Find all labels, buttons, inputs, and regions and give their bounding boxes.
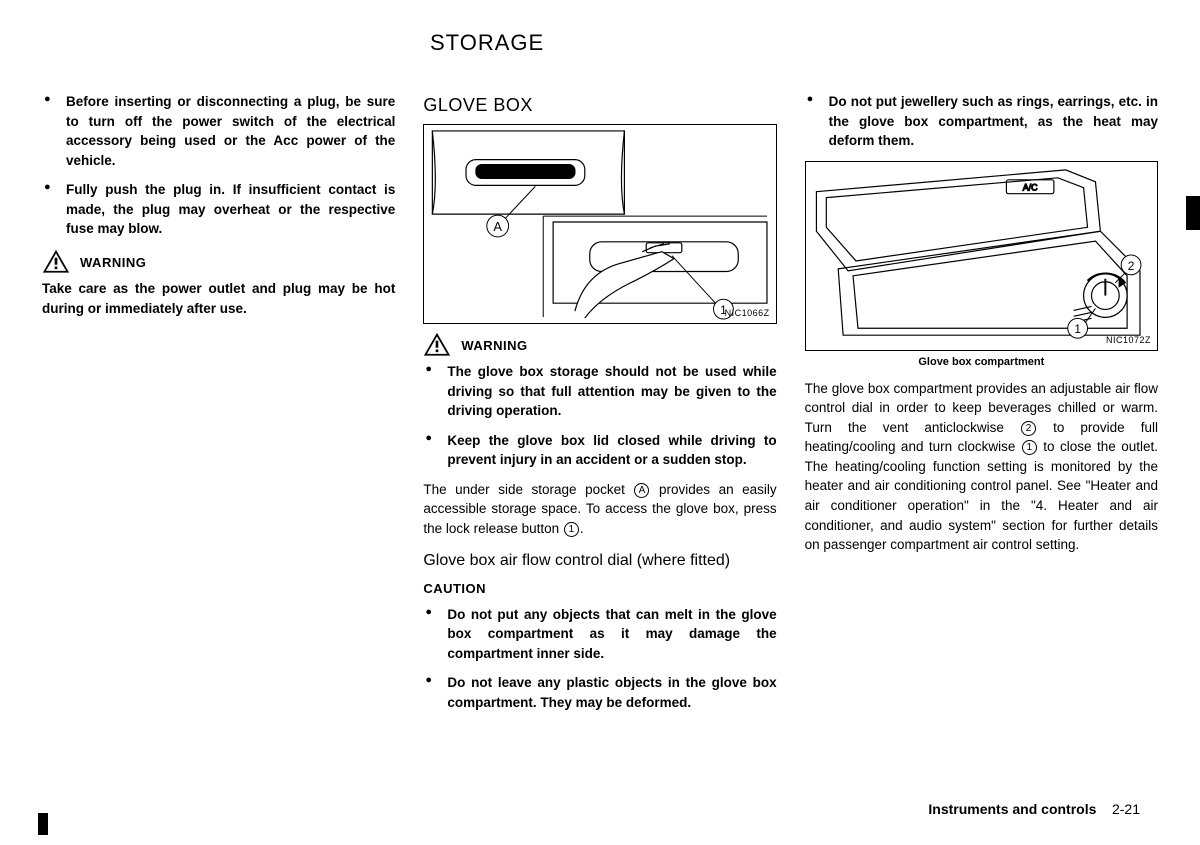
column-3: Do not put jewellery such as rings, earr… — [805, 92, 1158, 722]
svg-text:A: A — [494, 219, 503, 234]
airflow-subheading: Glove box air flow control dial (where f… — [423, 549, 776, 572]
footer-page: 2-21 — [1112, 801, 1140, 817]
warning-label: WARNING — [461, 337, 527, 356]
glovebox-para: The under side storage pocket A provides… — [423, 480, 776, 539]
bullet-item: Do not put any objects that can melt in … — [423, 605, 776, 664]
callout-1: 1 — [1022, 440, 1037, 455]
figure-caption: Glove box compartment — [805, 355, 1158, 371]
bullet-item: Keep the glove box lid closed while driv… — [423, 431, 776, 470]
caution-label: CAUTION — [423, 580, 776, 599]
col3-top-bullet: Do not put jewellery such as rings, earr… — [805, 92, 1158, 151]
col2-caution-bullets: Do not put any objects that can melt in … — [423, 605, 776, 713]
svg-text:1: 1 — [1074, 322, 1081, 336]
figure-code: NIC1066Z — [725, 307, 770, 320]
text-run: to close the outlet. The heating/cooling… — [805, 439, 1158, 552]
warning-icon — [42, 249, 70, 273]
column-2: GLOVE BOX A — [423, 92, 776, 722]
compartment-figure: A/C 2 — [805, 161, 1158, 351]
warning-text: Take care as the power outlet and plug m… — [42, 279, 395, 318]
callout-1: 1 — [564, 522, 579, 537]
bullet-item: Fully push the plug in. If insufficient … — [42, 180, 395, 239]
warning-heading: WARNING — [423, 332, 776, 356]
callout-a: A — [634, 483, 649, 498]
svg-text:2: 2 — [1127, 259, 1134, 273]
glovebox-figure: A 1 NIC1066Z — [423, 124, 776, 324]
thumb-tab — [1186, 196, 1200, 230]
figure-code: NIC1072Z — [1106, 334, 1151, 347]
column-1: Before inserting or disconnecting a plug… — [42, 92, 395, 722]
col2-warn-bullets: The glove box storage should not be used… — [423, 362, 776, 470]
text-run: . — [580, 521, 584, 536]
warning-heading: WARNING — [42, 249, 395, 273]
bullet-item: Before inserting or disconnecting a plug… — [42, 92, 395, 170]
compartment-para: The glove box compartment provides an ad… — [805, 379, 1158, 555]
page-title: STORAGE — [430, 30, 1158, 56]
bullet-item: Do not leave any plastic objects in the … — [423, 673, 776, 712]
page-footer: Instruments and controls 2-21 — [928, 801, 1140, 817]
content-columns: Before inserting or disconnecting a plug… — [42, 92, 1158, 722]
warning-label: WARNING — [80, 254, 146, 273]
footer-section: Instruments and controls — [928, 801, 1096, 817]
glovebox-heading: GLOVE BOX — [423, 92, 776, 118]
corner-mark — [38, 813, 48, 835]
bullet-item: Do not put jewellery such as rings, earr… — [805, 92, 1158, 151]
bullet-item: The glove box storage should not be used… — [423, 362, 776, 421]
warning-icon — [423, 332, 451, 356]
callout-2: 2 — [1021, 421, 1036, 436]
svg-text:A/C: A/C — [1022, 182, 1037, 192]
col1-bullets: Before inserting or disconnecting a plug… — [42, 92, 395, 239]
text-run: The under side storage pocket — [423, 482, 633, 497]
